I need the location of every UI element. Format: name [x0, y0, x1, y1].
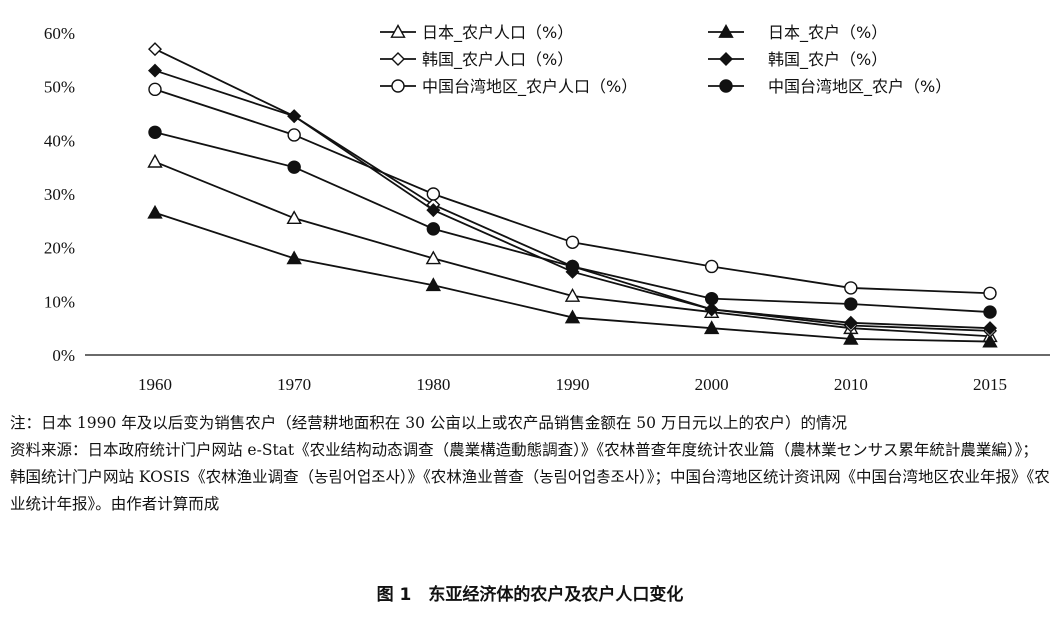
legend-label: 韩国_农户（%） [768, 50, 887, 70]
y-tick-label: 20% [44, 239, 75, 258]
source-text: 资料来源：日本政府统计门户网站 e-Stat《农业结构动态调查（農業構造動態調査… [10, 441, 1050, 513]
data-point [147, 153, 163, 168]
data-point [425, 277, 442, 292]
data-point [426, 203, 441, 218]
data-point [704, 259, 719, 274]
data-point [843, 330, 859, 345]
x-tick-label: 2015 [973, 375, 1007, 394]
data-point [983, 286, 997, 300]
data-point [148, 82, 162, 97]
figure-notes: 注：日本 1990 年及以后变为销售农户（经营耕地面积在 30 公亩以上或农产品… [10, 410, 1050, 518]
data-point [564, 309, 581, 324]
data-point [426, 222, 441, 236]
data-point [983, 321, 997, 336]
legend-item: 中国台湾地区_农户人口（%） [380, 77, 637, 97]
data-point [286, 210, 302, 225]
legend-label: 韩国_农户人口（%） [422, 50, 573, 70]
data-point [844, 281, 858, 295]
data-point [983, 305, 997, 319]
legend-label: 日本_农户人口（%） [422, 23, 573, 43]
data-point [425, 250, 442, 265]
note-text: 注：日本 1990 年及以后变为销售农户（经营耕地面积在 30 公亩以上或农产品… [10, 414, 847, 432]
data-point [287, 109, 302, 124]
data-point [564, 288, 581, 302]
x-tick-label: 1990 [556, 375, 590, 394]
chart-legend: 日本_农户人口（%） 日本_农户（%） 韩国_农户人口（%） 韩国_农户（%） 中国台湾… [380, 23, 951, 97]
series-6 [148, 125, 997, 319]
legend-marker [719, 52, 733, 66]
data-point [148, 125, 162, 139]
legend-item: 日本_农户人口（%） [380, 23, 573, 43]
line-chart: 0% 10% 20% 30% 40% 50% 60% 1960 1970 1980 1990 2000… [44, 23, 1050, 394]
data-point [287, 128, 301, 142]
data-point [982, 333, 998, 348]
legend-marker [718, 24, 734, 38]
y-tick-label: 0% [52, 346, 75, 365]
data-point [843, 315, 858, 330]
chart-axes: 0% 10% 20% 30% 40% 50% 60% 1960 1970 1980 1990 2000… [44, 24, 1050, 394]
data-point [704, 291, 719, 306]
data-point [148, 63, 162, 78]
x-tick-label: 2010 [834, 375, 868, 394]
legend-label: 日本_农户（%） [768, 23, 887, 43]
legend-item: 韩国_农户人口（%） [380, 50, 573, 70]
data-point [565, 235, 580, 250]
legend-label: 中国台湾地区_农户人口（%） [422, 77, 637, 97]
legend-marker [391, 52, 405, 66]
y-tick-label: 10% [44, 292, 75, 311]
data-point [287, 160, 301, 174]
series-5 [148, 82, 997, 300]
data-point [148, 42, 162, 57]
y-tick-label: 30% [44, 185, 75, 204]
data-point [565, 259, 580, 274]
series-line [154, 131, 991, 313]
legend-marker [390, 24, 406, 38]
legend-label: 中国台湾地区_农户（%） [768, 77, 951, 97]
legend-item: 中国台湾地区_农户（%） [708, 77, 951, 97]
series-2 [147, 204, 998, 348]
data-point [704, 302, 719, 317]
y-tick-label: 50% [44, 78, 75, 97]
x-tick-label: 1960 [138, 375, 172, 394]
y-tick-label: 60% [44, 24, 75, 43]
chart-series [147, 42, 998, 348]
legend-marker [391, 79, 405, 93]
legend-item: 日本_农户（%） [708, 23, 887, 43]
data-point [844, 297, 858, 311]
x-tick-label: 2000 [695, 375, 729, 394]
legend-marker [719, 79, 733, 93]
data-point [147, 204, 163, 219]
data-point [286, 250, 302, 265]
figure-caption: 图 1 东亚经济体的农户及农户人口变化 [376, 585, 684, 605]
y-tick-label: 40% [44, 131, 75, 150]
x-tick-label: 1970 [277, 375, 311, 394]
legend-item: 韩国_农户（%） [708, 50, 887, 70]
data-point [426, 187, 441, 201]
x-tick-label: 1980 [416, 375, 450, 394]
data-point [703, 320, 720, 335]
